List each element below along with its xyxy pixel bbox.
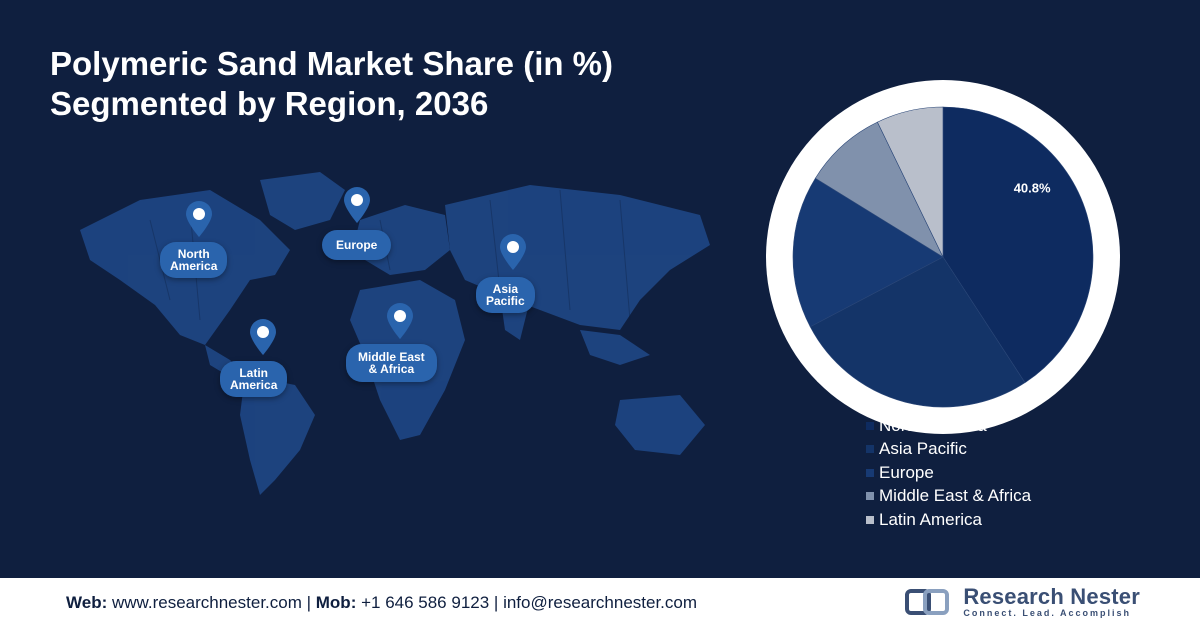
brand-logo: Research Nester Connect. Lead. Accomplis… [905, 586, 1140, 618]
separator: | [301, 593, 316, 612]
location-pin-icon [344, 187, 370, 223]
region-badge-north-america: North America [160, 242, 228, 278]
legend-item: Middle East & Africa [866, 485, 1031, 509]
research-nester-logo-icon [905, 589, 950, 615]
legend-swatch [866, 515, 874, 524]
email-address[interactable]: info@researchnester.com [503, 593, 698, 612]
pie-slice-europe [792, 177, 944, 328]
pie-slice-asia-pacific [809, 256, 1026, 408]
location-pin-icon [500, 234, 526, 270]
pie-slice-middle-east-africa [814, 121, 944, 258]
legend-label: Europe [879, 462, 934, 482]
location-pin-icon [250, 319, 276, 355]
legend-label: North America [879, 415, 987, 435]
legend-item: Latin America [866, 508, 1031, 532]
legend-item: North America [866, 414, 1031, 438]
location-pin-icon [186, 201, 212, 237]
region-badge-europe: Europe [322, 230, 392, 260]
pie-slice-latin-america [877, 106, 944, 258]
title-line-2: Segmented by Region, 2036 [50, 85, 489, 122]
region-badge-latin-america: Latin America [220, 361, 288, 397]
brand-tagline: Connect. Lead. Accomplish [963, 608, 1132, 618]
legend-item: Europe [866, 461, 1031, 485]
location-pin-icon [387, 303, 413, 339]
map-greenland [260, 172, 345, 230]
chart-legend: North America Asia Pacific Europe Middle Ea… [866, 414, 1031, 532]
pie-chart-svg: 40.8% [766, 80, 1120, 434]
region-badge-middle-east-africa: Middle East & Africa [346, 344, 437, 382]
legend-swatch [866, 492, 874, 501]
map-se-asia [580, 330, 650, 365]
pie-data-label: 40.8% [1014, 180, 1051, 195]
legend-label: Middle East & Africa [879, 486, 1032, 506]
map-south-america [240, 375, 315, 495]
title-line-1: Polymeric Sand Market Share (in %) [50, 45, 614, 82]
legend-label: Latin America [879, 509, 982, 529]
legend-item: Asia Pacific [866, 438, 1031, 462]
region-badge-asia-pacific: Asia Pacific [476, 277, 535, 313]
page-title: Polymeric Sand Market Share (in %) Segme… [50, 44, 613, 124]
world-map [80, 172, 710, 495]
pie-chart: 40.8% [766, 80, 1120, 434]
brand-name: Research Nester [963, 584, 1140, 609]
legend-label: Asia Pacific [879, 439, 967, 459]
contact-line: Web: www.researchnester.com | Mob: +1 64… [66, 593, 697, 613]
legend-swatch [866, 468, 874, 477]
legend-swatch [866, 421, 874, 430]
separator: | [489, 593, 504, 612]
mob-label: Mob: [315, 593, 357, 612]
phone-number[interactable]: +1 646 586 9123 [356, 593, 490, 612]
pie-slice-north-america [942, 106, 1094, 384]
web-url[interactable]: www.researchnester.com [107, 593, 302, 612]
web-label: Web: [66, 593, 108, 612]
footer: Web: www.researchnester.com | Mob: +1 64… [0, 578, 1200, 628]
legend-swatch [866, 445, 874, 454]
map-australia [615, 395, 705, 455]
